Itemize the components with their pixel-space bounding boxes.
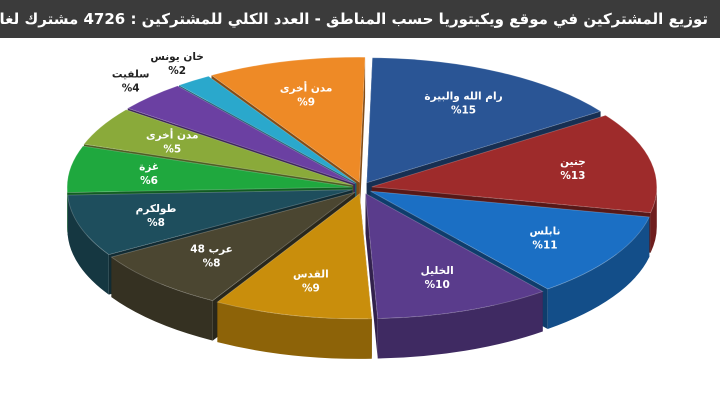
title-banner: توزيع المشتركين في موقع ويكيتوريا حسب ال… — [0, 0, 720, 38]
value-label: %5 — [163, 144, 181, 156]
slice-label: رام الله والبيرة — [424, 90, 502, 102]
slice-cut-face — [359, 57, 366, 223]
value-label: %6 — [140, 175, 158, 187]
slice-side — [547, 217, 650, 329]
slice-top — [366, 57, 602, 184]
value-label: %15 — [451, 104, 476, 116]
slice-label: طولكرم — [136, 203, 177, 215]
value-label: %13 — [560, 170, 585, 182]
slice — [365, 192, 544, 359]
slice-side — [111, 257, 213, 341]
slice-label: الخليل — [421, 265, 454, 277]
slice-top — [110, 191, 356, 302]
slice-label: عرب 48 — [190, 244, 233, 256]
slice-side — [377, 291, 543, 359]
slice-top — [67, 189, 353, 256]
value-label: %4 — [122, 83, 140, 95]
slice-top — [370, 190, 650, 290]
slice-top — [216, 193, 373, 320]
slice-label: جنين — [560, 156, 586, 168]
slice-top — [210, 56, 366, 183]
value-label: %11 — [532, 240, 557, 252]
value-label: %9 — [302, 282, 320, 294]
slice-top — [126, 85, 355, 185]
value-label: %9 — [297, 96, 315, 108]
value-label: %8 — [147, 217, 165, 229]
slice-label: القدس — [293, 268, 329, 280]
slice-top — [66, 145, 353, 193]
slice-label: مدن أخرى — [280, 80, 333, 94]
slice-side — [650, 186, 657, 253]
slice-label: نابلس — [530, 226, 561, 238]
slice-label: غزة — [139, 161, 159, 173]
slice-label: مدن أخرى — [146, 128, 199, 142]
slice-label: خان يونس — [150, 51, 203, 63]
value-label: %8 — [203, 258, 221, 270]
slice-top — [365, 192, 544, 319]
slice-side — [217, 302, 372, 359]
slice-label: سلفيت — [112, 69, 150, 81]
slice-top — [371, 114, 658, 214]
slice-side — [67, 195, 109, 295]
slice — [216, 193, 373, 359]
chart-title: توزيع المشتركين في موقع ويكيتوريا حسب ال… — [0, 10, 708, 28]
slice-top — [178, 75, 357, 184]
slice-cut-face — [365, 193, 378, 359]
value-label: %2 — [168, 65, 186, 77]
slice-top — [83, 109, 354, 186]
value-label: %10 — [425, 279, 450, 291]
